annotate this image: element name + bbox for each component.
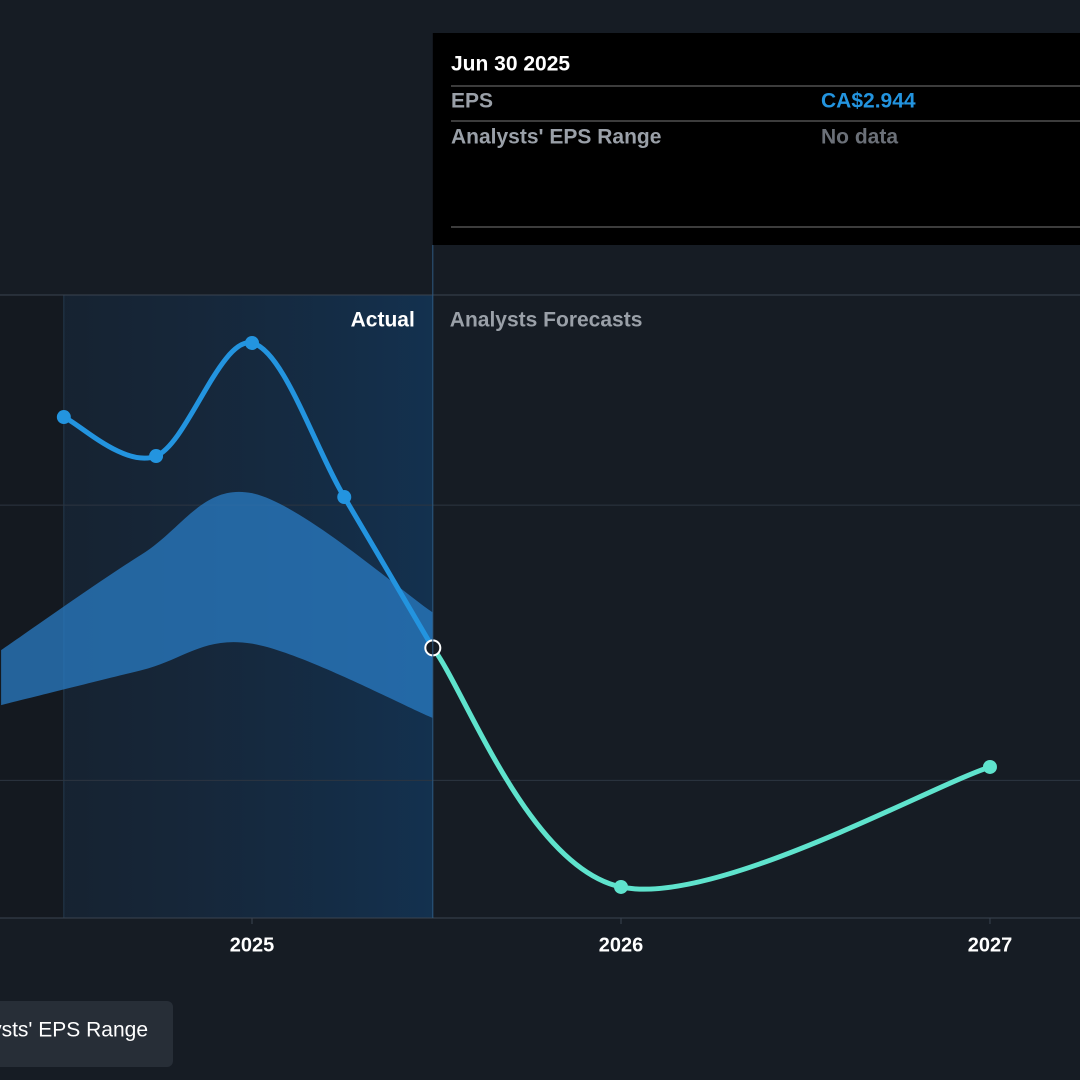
legend-label: Analysts' EPS Range — [0, 1019, 148, 1042]
tooltip — [432, 33, 1080, 245]
tooltip-value: CA$2.944 — [821, 90, 916, 113]
x-tick-label: 2027 — [968, 934, 1013, 956]
point — [245, 335, 260, 350]
point — [337, 490, 352, 505]
x-tick-label: 2025 — [230, 934, 275, 956]
legend-button — [0, 1001, 173, 1067]
tooltip-key: EPS — [451, 90, 493, 113]
tooltip-value: No data — [821, 126, 898, 149]
region-label: Actual — [351, 309, 415, 332]
point — [982, 759, 997, 774]
past-region — [0, 295, 64, 918]
point — [56, 410, 71, 425]
region-label: Analysts Forecasts — [450, 309, 643, 332]
range-band — [1, 491, 433, 718]
point — [149, 449, 164, 464]
tooltip-key: Analysts' EPS Range — [451, 126, 661, 149]
x-tick-label: 2026 — [599, 934, 644, 956]
tooltip-date: Jun 30 2025 — [451, 53, 570, 76]
point — [613, 879, 628, 894]
